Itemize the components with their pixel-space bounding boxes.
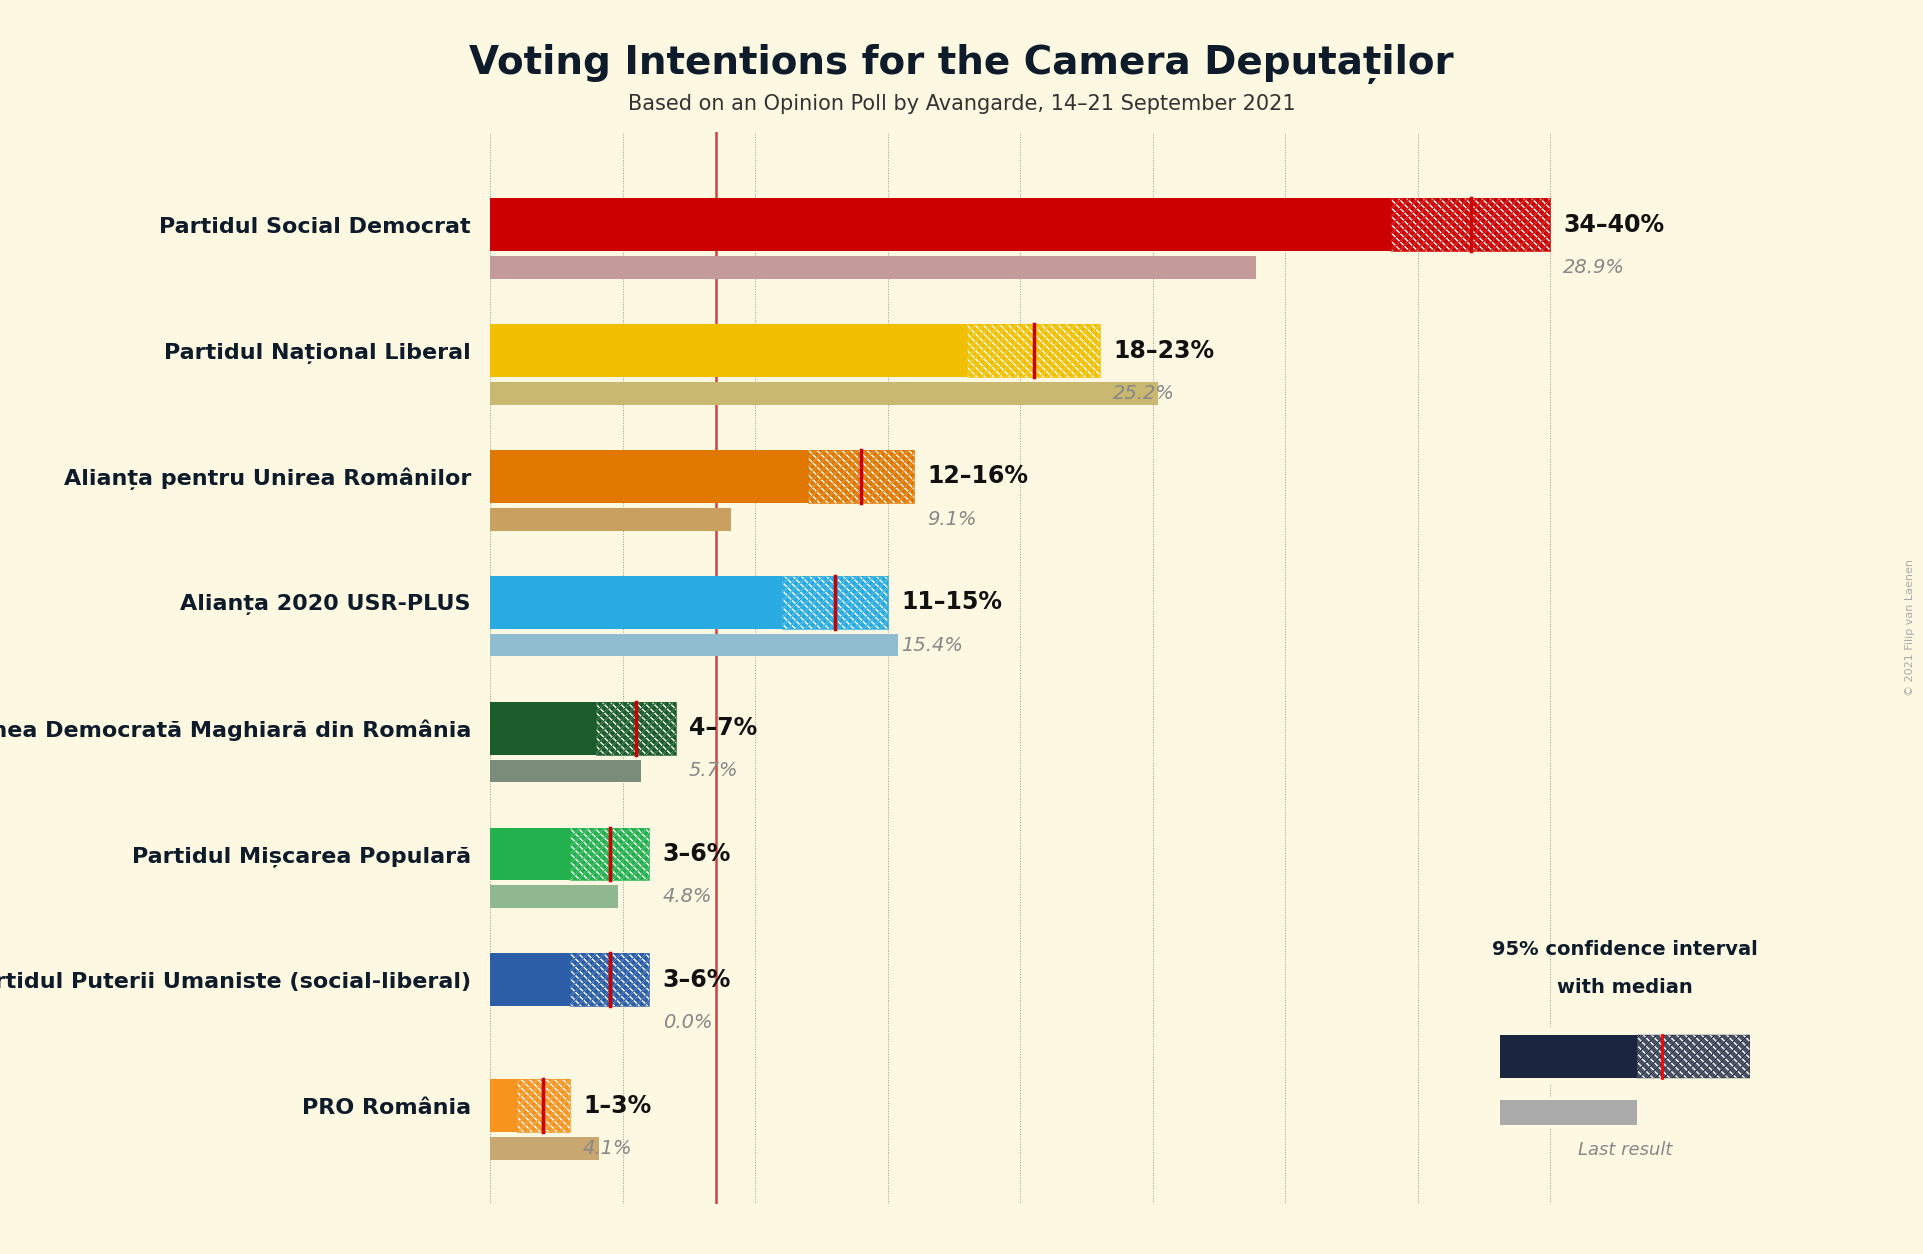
- Text: © 2021 Filip van Laenen: © 2021 Filip van Laenen: [1904, 558, 1915, 696]
- Bar: [490, 953, 650, 1006]
- Text: 5.7%: 5.7%: [688, 761, 738, 780]
- Bar: [517, 1080, 569, 1132]
- Text: 4.1%: 4.1%: [583, 1139, 633, 1157]
- Bar: [569, 953, 650, 1006]
- Bar: [490, 1080, 569, 1132]
- Bar: [490, 702, 675, 755]
- Bar: [1500, 1101, 1638, 1126]
- Text: Last result: Last result: [1577, 1141, 1673, 1159]
- Bar: [490, 256, 1256, 278]
- Bar: [596, 702, 675, 755]
- Text: with median: with median: [1558, 978, 1692, 997]
- Bar: [490, 450, 913, 503]
- Text: 3–6%: 3–6%: [663, 841, 731, 867]
- Bar: [490, 760, 642, 782]
- Bar: [490, 1137, 598, 1160]
- Bar: [783, 576, 888, 628]
- Bar: [490, 382, 1158, 405]
- Bar: [1638, 1036, 1750, 1077]
- Text: Based on an Opinion Poll by Avangarde, 14–21 September 2021: Based on an Opinion Poll by Avangarde, 1…: [627, 94, 1296, 114]
- Bar: [808, 450, 913, 503]
- Bar: [490, 325, 1100, 377]
- Text: 11–15%: 11–15%: [902, 591, 1002, 614]
- Text: 1–3%: 1–3%: [583, 1093, 652, 1117]
- Bar: [1638, 1036, 1750, 1077]
- Bar: [596, 702, 675, 755]
- Text: 34–40%: 34–40%: [1563, 213, 1665, 237]
- Bar: [1390, 198, 1550, 251]
- Text: Voting Intentions for the Camera Deputaților: Voting Intentions for the Camera Deputaț…: [469, 44, 1454, 84]
- Bar: [569, 953, 650, 1006]
- Bar: [569, 828, 650, 880]
- Bar: [967, 325, 1100, 377]
- Bar: [569, 828, 650, 880]
- Text: 28.9%: 28.9%: [1563, 258, 1625, 277]
- Text: 0.0%: 0.0%: [663, 1013, 712, 1032]
- Bar: [517, 1080, 569, 1132]
- Bar: [490, 633, 898, 656]
- Bar: [1638, 1036, 1750, 1077]
- Bar: [1500, 1036, 1638, 1077]
- Bar: [490, 198, 1550, 251]
- Bar: [490, 885, 617, 908]
- Text: 9.1%: 9.1%: [927, 510, 977, 529]
- Bar: [490, 576, 888, 628]
- Text: 3–6%: 3–6%: [663, 968, 731, 992]
- Bar: [967, 325, 1100, 377]
- Bar: [490, 508, 731, 530]
- Bar: [1390, 198, 1550, 251]
- Text: 25.2%: 25.2%: [1113, 384, 1175, 403]
- Bar: [808, 450, 913, 503]
- Text: 4–7%: 4–7%: [688, 716, 758, 740]
- Text: 18–23%: 18–23%: [1113, 339, 1213, 362]
- Text: 15.4%: 15.4%: [902, 636, 963, 655]
- Text: 12–16%: 12–16%: [927, 464, 1029, 489]
- Text: 95% confidence interval: 95% confidence interval: [1492, 940, 1758, 959]
- Bar: [490, 828, 650, 880]
- Text: 4.8%: 4.8%: [663, 888, 712, 907]
- Bar: [783, 576, 888, 628]
